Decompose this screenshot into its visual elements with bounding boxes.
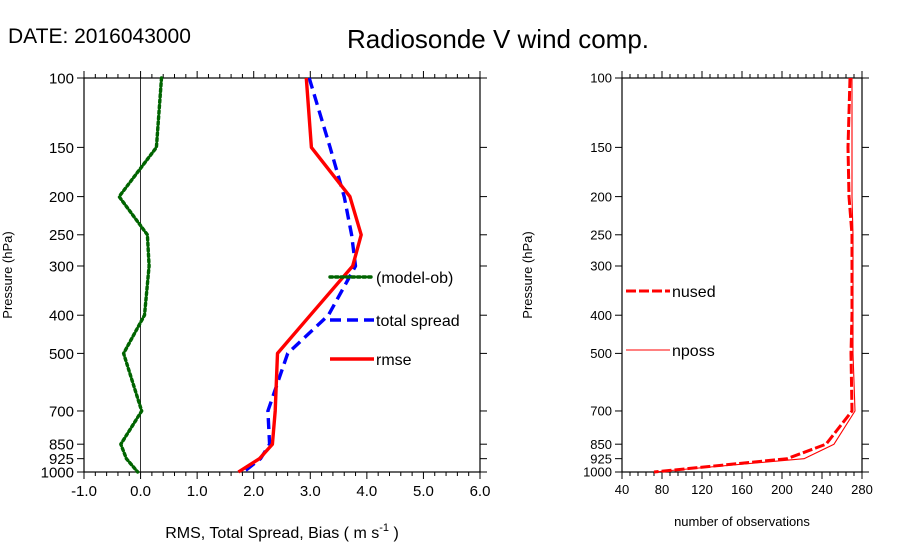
- y-tick-label: 200: [49, 189, 74, 206]
- y-tick-label: 925: [590, 451, 612, 466]
- x-tick-label: 3.0: [300, 483, 321, 500]
- x-axis-label: RMS, Total Spread, Bias ( m s-1 ): [165, 522, 399, 542]
- y-tick-label: 850: [49, 437, 74, 454]
- y-tick-label: 150: [590, 140, 612, 155]
- series-line-model-ob: [117, 76, 164, 474]
- y-tick-label: 150: [49, 140, 74, 157]
- y-tick-label: 700: [49, 403, 74, 420]
- y-tick-label: 300: [49, 258, 74, 275]
- y-tick-label: 250: [590, 227, 612, 242]
- date-label: DATE: 2016043000: [8, 25, 191, 48]
- y-tick-label: 500: [49, 346, 74, 363]
- series-line-total-spread: [242, 77, 358, 474]
- y-axis-label: Pressure (hPa): [520, 231, 535, 318]
- x-tick-label: 200: [771, 482, 793, 497]
- x-tick-label: 120: [691, 482, 713, 497]
- legend-label: nused: [672, 284, 716, 301]
- x-tick-label: 5.0: [413, 483, 434, 500]
- x-tick-label: 2.0: [243, 483, 264, 500]
- y-tick-label: 1000: [583, 465, 612, 480]
- x-tick-label: 240: [811, 482, 833, 497]
- y-tick-label: 300: [590, 259, 612, 274]
- y-tick-label: 400: [590, 308, 612, 323]
- y-tick-label: 100: [590, 71, 612, 86]
- x-tick-label: -1.0: [71, 483, 97, 500]
- legend-label: nposs: [672, 343, 715, 360]
- x-tick-label: 6.0: [470, 483, 491, 500]
- plot-frame: [83, 77, 481, 473]
- y-tick-label: 925: [49, 451, 74, 468]
- legend-label: total spread: [376, 313, 460, 330]
- x-tick-label: 0.0: [130, 483, 151, 500]
- x-tick-label: 4.0: [356, 483, 377, 500]
- y-tick-label: 700: [590, 404, 612, 419]
- y-tick-label: 500: [590, 346, 612, 361]
- series-line-nused: [653, 77, 854, 474]
- figure-title: Radiosonde V wind comp.: [347, 24, 649, 54]
- rms-spread-bias-panel: -1.0 0.0 1.0 2.0 3.0 4.0 5.0 6.0 100 150 200 250 300…: [0, 70, 490, 542]
- series-line-rmse: [237, 77, 363, 474]
- y-axis-label: Pressure (hPa): [0, 231, 15, 318]
- x-tick-label: 160: [731, 482, 753, 497]
- plot-frame: [621, 77, 863, 473]
- x-axis-label: number of observations: [674, 514, 810, 529]
- y-tick-label: 100: [49, 70, 74, 87]
- x-tick-label: 40: [615, 482, 629, 497]
- x-tick-label: 280: [851, 482, 873, 497]
- legend-label: (model-ob): [376, 270, 453, 287]
- series-line-nposs: [653, 78, 856, 473]
- y-tick-label: 1000: [41, 464, 74, 481]
- x-axis-label-main: RMS, Total Spread, Bias ( m s: [165, 525, 379, 542]
- x-tick-label: 1.0: [187, 483, 208, 500]
- x-axis-label-close: ): [389, 525, 399, 542]
- y-tick-label: 200: [590, 189, 612, 204]
- observation-count-panel: 40 80 120 160 200 240 280 100 150 200 250 300 400 500…: [520, 71, 873, 529]
- x-tick-label: 80: [655, 482, 669, 497]
- x-axis-label-main: number of observations: [674, 514, 810, 529]
- legend-label: rmse: [376, 352, 412, 369]
- y-tick-label: 850: [590, 437, 612, 452]
- y-tick-label: 250: [49, 227, 74, 244]
- x-axis-label-exponent: -1: [379, 522, 389, 534]
- y-tick-label: 400: [49, 308, 74, 325]
